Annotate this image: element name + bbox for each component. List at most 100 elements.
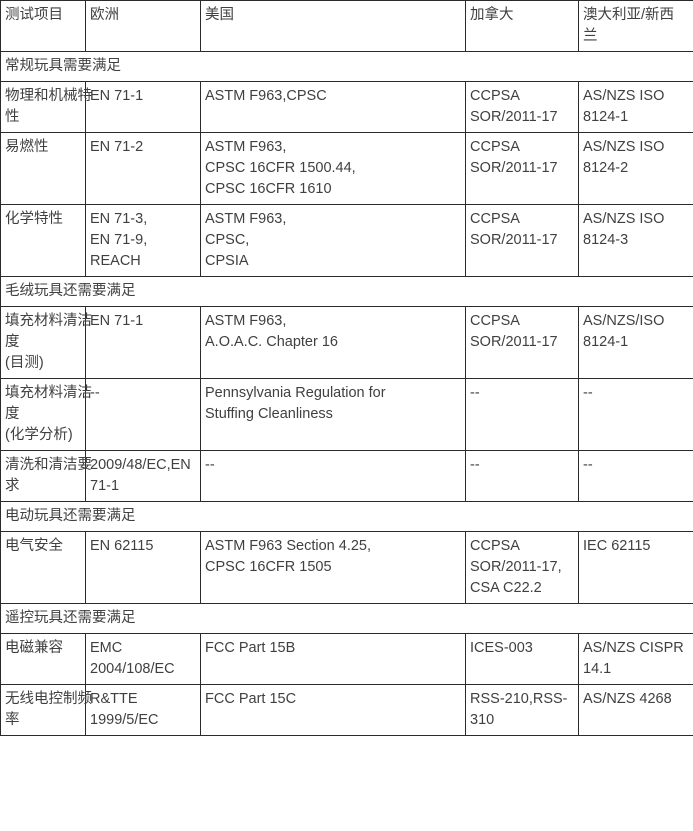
table-cell-text: FCC Part 15B [205,640,296,656]
table-cell: ASTM F963, CPSC 16CFR 1500.44, CPSC 16CF… [200,132,466,205]
table-cell: -- [578,450,693,502]
table-cell-text: 电气安全 [5,538,63,554]
table-cell-text: CCPSA SOR/2011-17 [470,139,558,176]
table-cell-text: FCC Part 15C [205,691,297,707]
table-cell: 填充材料清洁度 (目测) [0,306,92,379]
table-cell-text: EMC 2004/108/EC [90,640,175,677]
column-header-1: 欧洲 [85,0,201,52]
table-cell-text: 化学特性 [5,211,63,227]
table-row: 清洗和清洁要求 2009/48/EC,EN 71-1 -- -- -- [0,450,693,502]
section-header-cell: 毛绒玩具还需要满足 [0,276,693,307]
table-section-row: 常规玩具需要满足 [0,51,693,82]
table-cell-text: ASTM F963, CPSC, CPSIA [205,211,287,269]
section-header-cell: 遥控玩具还需要满足 [0,603,693,634]
table-cell: AS/NZS ISO 8124-3 [578,204,693,277]
table-cell-text: CCPSA SOR/2011-17 [470,88,558,125]
table-row: 无线电控制频率 R&TTE 1999/5/EC FCC Part 15C RSS-21… [0,684,693,736]
table-cell: ASTM F963 Section 4.25, CPSC 16CFR 1505 [200,531,466,604]
table-cell-text: CCPSA SOR/2011-17, CSA C22.2 [470,538,562,596]
column-header-0: 测试项目 [0,0,86,52]
table-cell-text: 清洗和清洁要求 [5,457,92,494]
table-cell-text: EN 71-1 [90,313,144,329]
table-cell-text: 填充材料清洁度 (目测) [5,313,92,371]
table-cell-text: IEC 62115 [583,538,651,554]
table-cell: EN 62115 [85,531,201,604]
table-cell-text: -- [205,457,215,473]
table-cell-text: AS/NZS CISPR 14.1 [583,640,684,677]
column-header-label: 欧洲 [90,7,119,23]
table-cell: 清洗和清洁要求 [0,450,92,502]
table-cell: Pennsylvania Regulation for Stuffing Cle… [200,378,466,451]
table-cell-text: Pennsylvania Regulation for Stuffing Cle… [205,385,386,422]
table-cell: EMC 2004/108/EC [85,633,201,685]
table-cell: 化学特性 [0,204,86,277]
table-cell-text: 易燃性 [5,139,49,155]
table-cell: 易燃性 [0,132,86,205]
table-cell: ASTM F963, CPSC, CPSIA [200,204,466,277]
table-cell-text: 无线电控制频率 [5,691,92,728]
table-cell-text: AS/NZS ISO 8124-2 [583,139,665,176]
table-cell: CCPSA SOR/2011-17 [465,132,579,205]
table-cell-text: EN 62115 [90,538,154,554]
table-cell-text: EN 71-1 [90,88,144,104]
section-header-cell: 常规玩具需要满足 [0,51,693,82]
table-cell: AS/NZS CISPR 14.1 [578,633,693,685]
table-row: 物理和机械特性 EN 71-1 ASTM F963,CPSC CCPSA SOR/20… [0,81,693,133]
table-cell-text: 物理和机械特性 [5,88,92,125]
table-cell: -- [200,450,466,502]
table-cell: FCC Part 15C [200,684,466,736]
column-header-4: 澳大利亚/新西兰 [578,0,693,52]
column-header-3: 加拿大 [465,0,579,52]
table-cell: RSS-210,RSS- 310 [465,684,579,736]
table-section-row: 毛绒玩具还需要满足 [0,276,693,307]
table-cell-text: ASTM F963, A.O.A.C. Chapter 16 [205,313,338,350]
table-section-row: 电动玩具还需要满足 [0,501,693,532]
table-cell: -- [578,378,693,451]
column-header-label: 澳大利亚/新西兰 [583,7,675,44]
table-cell: -- [465,378,579,451]
table-cell-text: RSS-210,RSS- 310 [470,691,568,728]
table-cell: 2009/48/EC,EN 71-1 [85,450,201,502]
table-cell: ICES-003 [465,633,579,685]
table-cell: AS/NZS/ISO 8124-1 [578,306,693,379]
table-cell-text: ASTM F963 Section 4.25, CPSC 16CFR 1505 [205,538,372,575]
table-cell: -- [85,378,201,451]
column-header-label: 美国 [205,7,234,23]
table-cell: 电气安全 [0,531,86,604]
table-row: 化学特性 EN 71-3, EN 71-9, REACH ASTM F963, CP… [0,204,693,277]
table-cell: EN 71-1 [85,306,201,379]
table-section-row: 遥控玩具还需要满足 [0,603,693,634]
table-cell-text: -- [583,385,593,401]
table-cell: 物理和机械特性 [0,81,92,133]
table-cell-text: EN 71-2 [90,139,144,155]
compliance-table: 测试项目 欧洲 美国 加拿大 澳大利亚/新西兰 常规玩具需要满足 物理和机械特性 EN 71-… [0,0,693,736]
table-row: 填充材料清洁度 (目测) EN 71-1 ASTM F963, A.O.A.C. C… [0,306,693,379]
section-header-label: 遥控玩具还需要满足 [5,610,136,626]
table-cell-text: -- [90,385,100,401]
table-cell-text: 电磁兼容 [5,640,63,656]
table-cell-text: ICES-003 [470,640,533,656]
table-cell-text: AS/NZS/ISO 8124-1 [583,313,665,350]
table-cell: 无线电控制频率 [0,684,92,736]
section-header-label: 毛绒玩具还需要满足 [5,283,136,299]
table-row: 电气安全 EN 62115 ASTM F963 Section 4.25, CPSC… [0,531,693,604]
table-cell: ASTM F963, A.O.A.C. Chapter 16 [200,306,466,379]
table-cell-text: -- [583,457,593,473]
table-cell: R&TTE 1999/5/EC [85,684,201,736]
column-header-label: 测试项目 [5,7,63,23]
table-cell-text: -- [470,385,480,401]
table-row: 填充材料清洁度 (化学分析) -- Pennsylvania Regulation … [0,378,693,451]
table-cell-text: AS/NZS 4268 [583,691,672,707]
section-header-label: 常规玩具需要满足 [5,58,121,74]
section-header-label: 电动玩具还需要满足 [5,508,136,524]
table-cell: AS/NZS 4268 [578,684,693,736]
table-cell-text: ASTM F963, CPSC 16CFR 1500.44, CPSC 16CF… [205,139,356,197]
column-header-label: 加拿大 [470,7,514,23]
table-cell: CCPSA SOR/2011-17 [465,204,579,277]
table-cell: AS/NZS ISO 8124-1 [578,81,693,133]
table-cell: IEC 62115 [578,531,693,604]
table-cell-text: -- [470,457,480,473]
table-cell: ASTM F963,CPSC [200,81,466,133]
table-cell-text: 填充材料清洁度 (化学分析) [5,385,92,443]
table-cell-text: AS/NZS ISO 8124-3 [583,211,665,248]
